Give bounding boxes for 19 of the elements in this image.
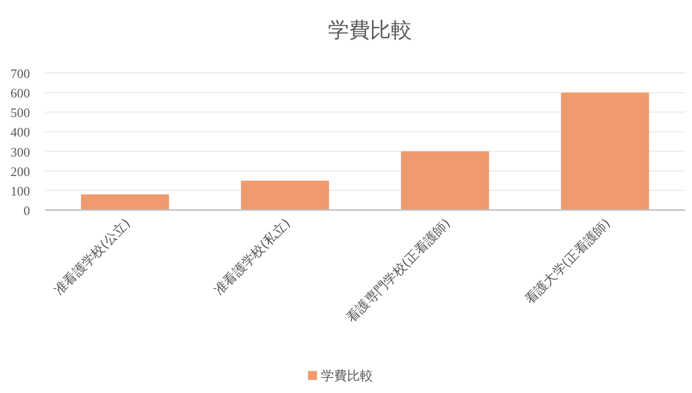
bar <box>241 180 329 210</box>
bar <box>561 92 649 210</box>
y-tick-label: 300 <box>10 144 30 160</box>
x-tick-label: 准看護学校(公立) <box>50 216 134 298</box>
x-tick-label: 准看護学校(私立) <box>210 216 294 298</box>
bar <box>81 194 169 210</box>
y-tick-label: 100 <box>10 183 30 198</box>
bar <box>401 151 489 210</box>
legend: 学費比較 <box>308 369 373 384</box>
y-tick-label: 0 <box>24 203 30 218</box>
y-tick-label: 500 <box>10 105 30 120</box>
y-tick-label: 700 <box>10 66 30 81</box>
y-tick-label: 400 <box>10 124 30 140</box>
x-tick-label: 看護専門学校(正看護師) <box>344 216 454 326</box>
y-tick-label: 200 <box>10 164 30 179</box>
y-tick-label: 600 <box>10 86 30 101</box>
legend-label: 学費比較 <box>321 369 373 384</box>
chart-title: 学費比較 <box>328 18 412 42</box>
x-tick-label: 看護大学(正看護師) <box>522 216 614 308</box>
